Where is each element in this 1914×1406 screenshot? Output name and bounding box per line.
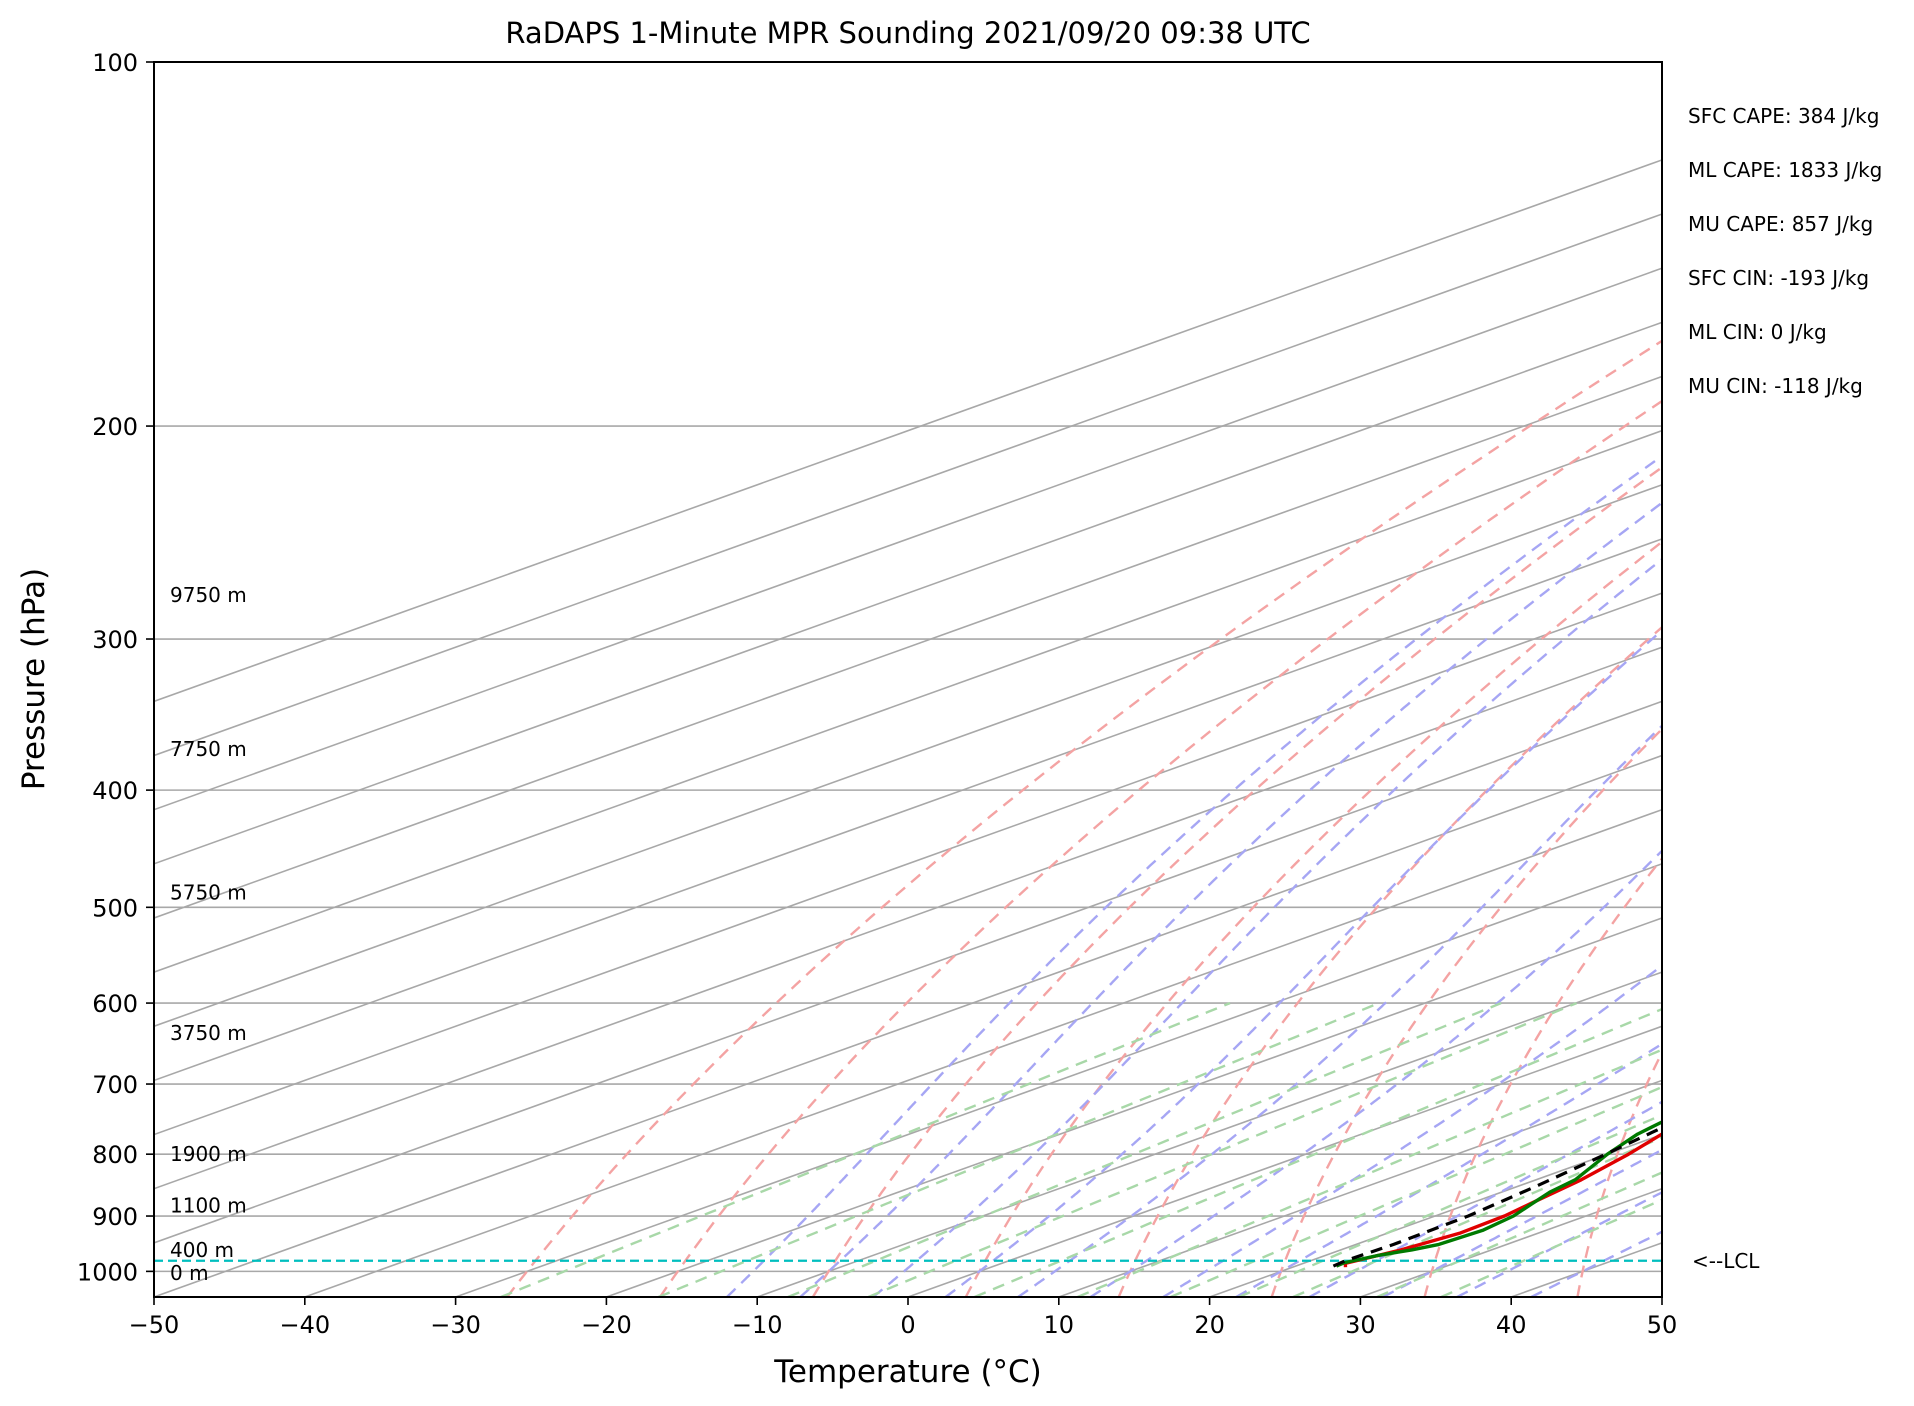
- moist-adiabat: [1382, 1148, 1662, 1297]
- mixing-ratio-line: [1238, 1113, 1662, 1297]
- moist-adiabat: [1017, 724, 1662, 1297]
- height-label: 7750 m: [170, 737, 247, 761]
- lcl-label: <--LCL: [1692, 1249, 1760, 1273]
- mixing-ratio-line: [867, 1001, 1578, 1297]
- y-tick-label: 300: [92, 626, 138, 654]
- moist-adiabat: [872, 557, 1662, 1297]
- y-tick-label: 100: [92, 49, 138, 77]
- isotherm--120: [154, 375, 1662, 919]
- dry-adiabat: [659, 399, 1662, 1297]
- stat-sfc-cape: SFC CAPE: 384 J/kg: [1688, 104, 1880, 128]
- height-label: 1900 m: [170, 1142, 247, 1166]
- dewpoint-profile: [1335, 1120, 1662, 1268]
- isotherm-10: [1058, 1079, 1662, 1297]
- mixing-ratio-line: [658, 1001, 1380, 1297]
- chart-title: RaDAPS 1-Minute MPR Sounding 2021/09/20 …: [505, 16, 1310, 50]
- moist-adiabat: [944, 628, 1662, 1297]
- x-tick-label: 20: [1194, 1311, 1225, 1339]
- height-label: 5750 m: [170, 880, 247, 904]
- x-tick-label: 10: [1044, 1311, 1075, 1339]
- y-tick-label: 200: [92, 413, 138, 441]
- y-axis-label: Pressure (hPa): [16, 568, 52, 790]
- isotherm--20: [606, 917, 1662, 1297]
- dry-adiabat: [964, 540, 1662, 1297]
- height-labels: 9750 m 7750 m 5750 m 3750 m 1900 m 1100 m 400 …: [170, 583, 247, 1285]
- isotherm--10: [756, 971, 1662, 1297]
- y-tick-label: 600: [92, 990, 138, 1018]
- dry-adiabat: [506, 339, 1662, 1297]
- moist-adiabat: [1530, 1230, 1662, 1297]
- isotherm--140: [154, 267, 1662, 811]
- x-axis-label: Temperature (°C): [773, 1354, 1042, 1390]
- moist-adiabat: [1089, 849, 1662, 1297]
- x-tick-label: −10: [732, 1311, 783, 1339]
- stat-sfc-cin: SFC CIN: -193 J/kg: [1688, 266, 1870, 290]
- isotherm--60: [154, 700, 1662, 1244]
- isotherm--40: [304, 808, 1662, 1297]
- dry-adiabat: [811, 465, 1662, 1297]
- mixing-ratio-line: [500, 1001, 1231, 1297]
- moist-adiabat: [1456, 1191, 1662, 1297]
- mixing-ratio-line: [1170, 1085, 1662, 1297]
- y-tick-label: 700: [92, 1071, 138, 1099]
- x-tick-label: −40: [279, 1311, 330, 1339]
- isotherm--70: [154, 646, 1662, 1190]
- stat-ml-cape: ML CAPE: 1833 J/kg: [1688, 158, 1883, 182]
- isotherm-50: [1661, 1296, 1662, 1297]
- plot-lines: [154, 62, 1914, 1297]
- y-tick-label: 900: [92, 1203, 138, 1231]
- x-tick-label: −30: [430, 1311, 481, 1339]
- mixing-ratio-line: [1077, 1048, 1662, 1297]
- isotherm--80: [154, 592, 1662, 1136]
- dry-adiabat: [1576, 1050, 1662, 1297]
- height-label: 0 m: [170, 1261, 209, 1285]
- x-tick-label: 0: [900, 1311, 915, 1339]
- y-tick-label: 500: [92, 894, 138, 922]
- dry-adiabat: [1883, 62, 1914, 1297]
- mixing-ratio-line: [787, 1001, 1502, 1297]
- dry-adiabat: [1423, 856, 1662, 1297]
- y-axis-ticks: 100 200 300 400 500 600 700 800 900 1000: [77, 49, 154, 1286]
- height-label: 400 m: [170, 1238, 234, 1262]
- mixing-ratio-line: [1376, 1171, 1662, 1297]
- moist-adiabat: [1162, 964, 1662, 1297]
- y-tick-label: 800: [92, 1141, 138, 1169]
- stat-ml-cin: ML CIN: 0 J/kg: [1688, 320, 1827, 344]
- temperature-profile: [1343, 1132, 1662, 1268]
- isotherm--160: [154, 159, 1662, 703]
- height-label: 9750 m: [170, 583, 247, 607]
- moist-adiabat: [726, 454, 1662, 1297]
- dry-adiabat: [1730, 62, 1914, 1297]
- height-label: 1100 m: [170, 1193, 247, 1217]
- moist-adiabat: [1308, 1100, 1662, 1297]
- x-tick-label: 30: [1345, 1311, 1376, 1339]
- dry-adiabat: [1270, 727, 1662, 1297]
- isotherm--110: [154, 429, 1662, 973]
- x-tick-label: 40: [1496, 1311, 1527, 1339]
- stat-mu-cape: MU CAPE: 857 J/kg: [1688, 212, 1874, 236]
- isotherm-0: [907, 1025, 1662, 1297]
- stat-mu-cin: MU CIN: -118 J/kg: [1688, 374, 1863, 398]
- isotherm--150: [154, 213, 1662, 757]
- x-axis-ticks: −50 −40 −30 −20 −10 0 10 20 30 40 50: [129, 1297, 1678, 1339]
- isotherm-30: [1360, 1187, 1662, 1297]
- x-tick-label: 50: [1647, 1311, 1678, 1339]
- height-label: 3750 m: [170, 1021, 247, 1045]
- isotherm--90: [154, 538, 1662, 1082]
- y-tick-label: 1000: [77, 1258, 138, 1286]
- moist-adiabat: [799, 501, 1662, 1297]
- isotherm--100: [154, 483, 1662, 1028]
- isotherm--30: [455, 862, 1662, 1297]
- x-tick-label: −20: [581, 1311, 632, 1339]
- x-tick-label: −50: [129, 1311, 180, 1339]
- isotherm--130: [154, 321, 1662, 865]
- isotherm--50: [154, 754, 1662, 1297]
- y-tick-label: 400: [92, 777, 138, 805]
- mixing-ratio-line: [974, 1007, 1662, 1297]
